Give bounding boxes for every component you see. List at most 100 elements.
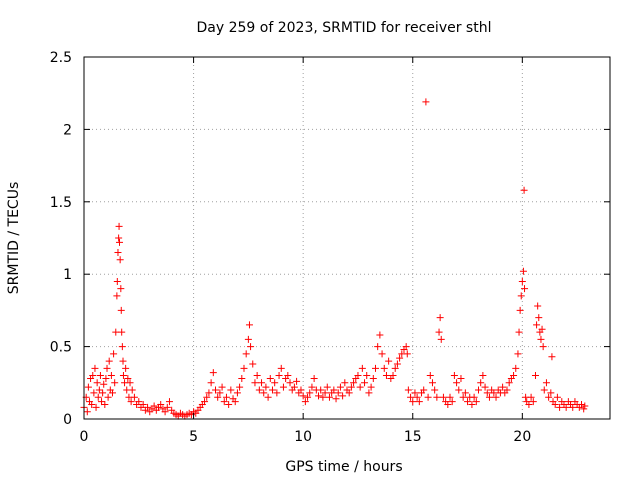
data-point xyxy=(580,405,588,413)
data-point xyxy=(347,383,355,391)
data-point xyxy=(356,383,364,391)
data-point xyxy=(126,379,134,387)
data-point xyxy=(293,377,301,385)
data-point xyxy=(124,374,132,382)
data-point xyxy=(222,393,230,401)
y-tick-label: 1 xyxy=(63,267,72,283)
data-point xyxy=(99,389,107,397)
data-point xyxy=(391,364,399,372)
data-point xyxy=(461,389,469,397)
data-point xyxy=(534,302,542,310)
data-point xyxy=(374,343,382,351)
data-point xyxy=(264,393,272,401)
data-point xyxy=(490,389,498,397)
data-point xyxy=(233,389,241,397)
y-tick-label: 2.5 xyxy=(50,50,72,66)
data-point xyxy=(336,383,344,391)
data-point xyxy=(481,383,489,391)
data-point xyxy=(436,314,444,322)
data-point xyxy=(402,343,410,351)
data-point xyxy=(115,222,123,230)
data-point xyxy=(437,335,445,343)
data-point xyxy=(517,292,525,300)
data-point xyxy=(403,350,411,358)
data-point xyxy=(510,372,518,380)
data-point xyxy=(205,389,213,397)
data-point xyxy=(84,383,92,391)
data-point xyxy=(446,393,454,401)
data-point xyxy=(111,379,119,387)
data-point xyxy=(110,350,118,358)
data-point xyxy=(150,402,158,410)
data-point xyxy=(144,403,152,411)
data-point xyxy=(516,306,524,314)
data-point xyxy=(475,386,482,394)
data-point xyxy=(457,374,465,382)
data-point xyxy=(301,398,309,406)
data-point xyxy=(231,398,239,406)
data-point xyxy=(339,392,347,400)
data-point xyxy=(157,401,165,409)
data-point xyxy=(122,364,130,372)
data-point xyxy=(139,401,147,409)
data-point xyxy=(542,379,550,387)
data-point xyxy=(378,350,386,358)
data-point xyxy=(275,372,283,380)
data-point xyxy=(286,379,294,387)
data-point xyxy=(483,389,491,397)
data-point xyxy=(321,389,329,397)
data-point xyxy=(404,386,412,394)
data-point xyxy=(512,364,520,372)
data-point xyxy=(464,398,472,406)
data-point xyxy=(369,374,377,382)
data-point xyxy=(112,328,120,336)
data-point xyxy=(271,379,279,387)
data-point xyxy=(240,364,248,372)
data-point xyxy=(503,386,511,394)
data-point xyxy=(117,306,125,314)
data-point xyxy=(83,408,91,416)
data-point xyxy=(245,321,253,329)
data-point xyxy=(371,364,379,372)
data-point xyxy=(118,328,126,336)
data-point xyxy=(365,389,373,397)
data-point xyxy=(477,379,485,387)
data-point xyxy=(260,389,268,397)
data-point xyxy=(299,392,307,400)
data-point xyxy=(100,380,108,388)
x-tick-label: 15 xyxy=(404,429,422,445)
data-point xyxy=(358,364,366,372)
data-point xyxy=(422,98,430,106)
data-point xyxy=(380,364,388,372)
data-point xyxy=(118,343,126,351)
data-point xyxy=(251,379,259,387)
data-point xyxy=(382,372,390,380)
data-point xyxy=(531,372,539,380)
data-point xyxy=(242,350,250,358)
data-point xyxy=(525,401,533,409)
data-point xyxy=(95,386,103,394)
data-point xyxy=(332,395,340,403)
data-point xyxy=(216,389,224,397)
data-point xyxy=(444,401,452,409)
data-point xyxy=(350,379,358,387)
data-point xyxy=(98,398,106,406)
data-point xyxy=(547,389,555,397)
data-point xyxy=(249,360,257,368)
data-point xyxy=(533,321,541,329)
data-point xyxy=(203,393,211,401)
data-point xyxy=(538,325,546,333)
data-point xyxy=(165,398,173,406)
data-point xyxy=(529,398,537,406)
data-point xyxy=(96,372,104,380)
data-point xyxy=(117,285,125,293)
data-point xyxy=(537,335,545,343)
data-point xyxy=(539,343,547,351)
data-point xyxy=(236,383,244,391)
data-point xyxy=(341,379,349,387)
y-tick-label: 0.5 xyxy=(50,340,72,356)
data-point xyxy=(107,372,115,380)
data-point xyxy=(227,386,235,394)
data-point xyxy=(448,398,456,406)
data-point xyxy=(540,386,548,394)
